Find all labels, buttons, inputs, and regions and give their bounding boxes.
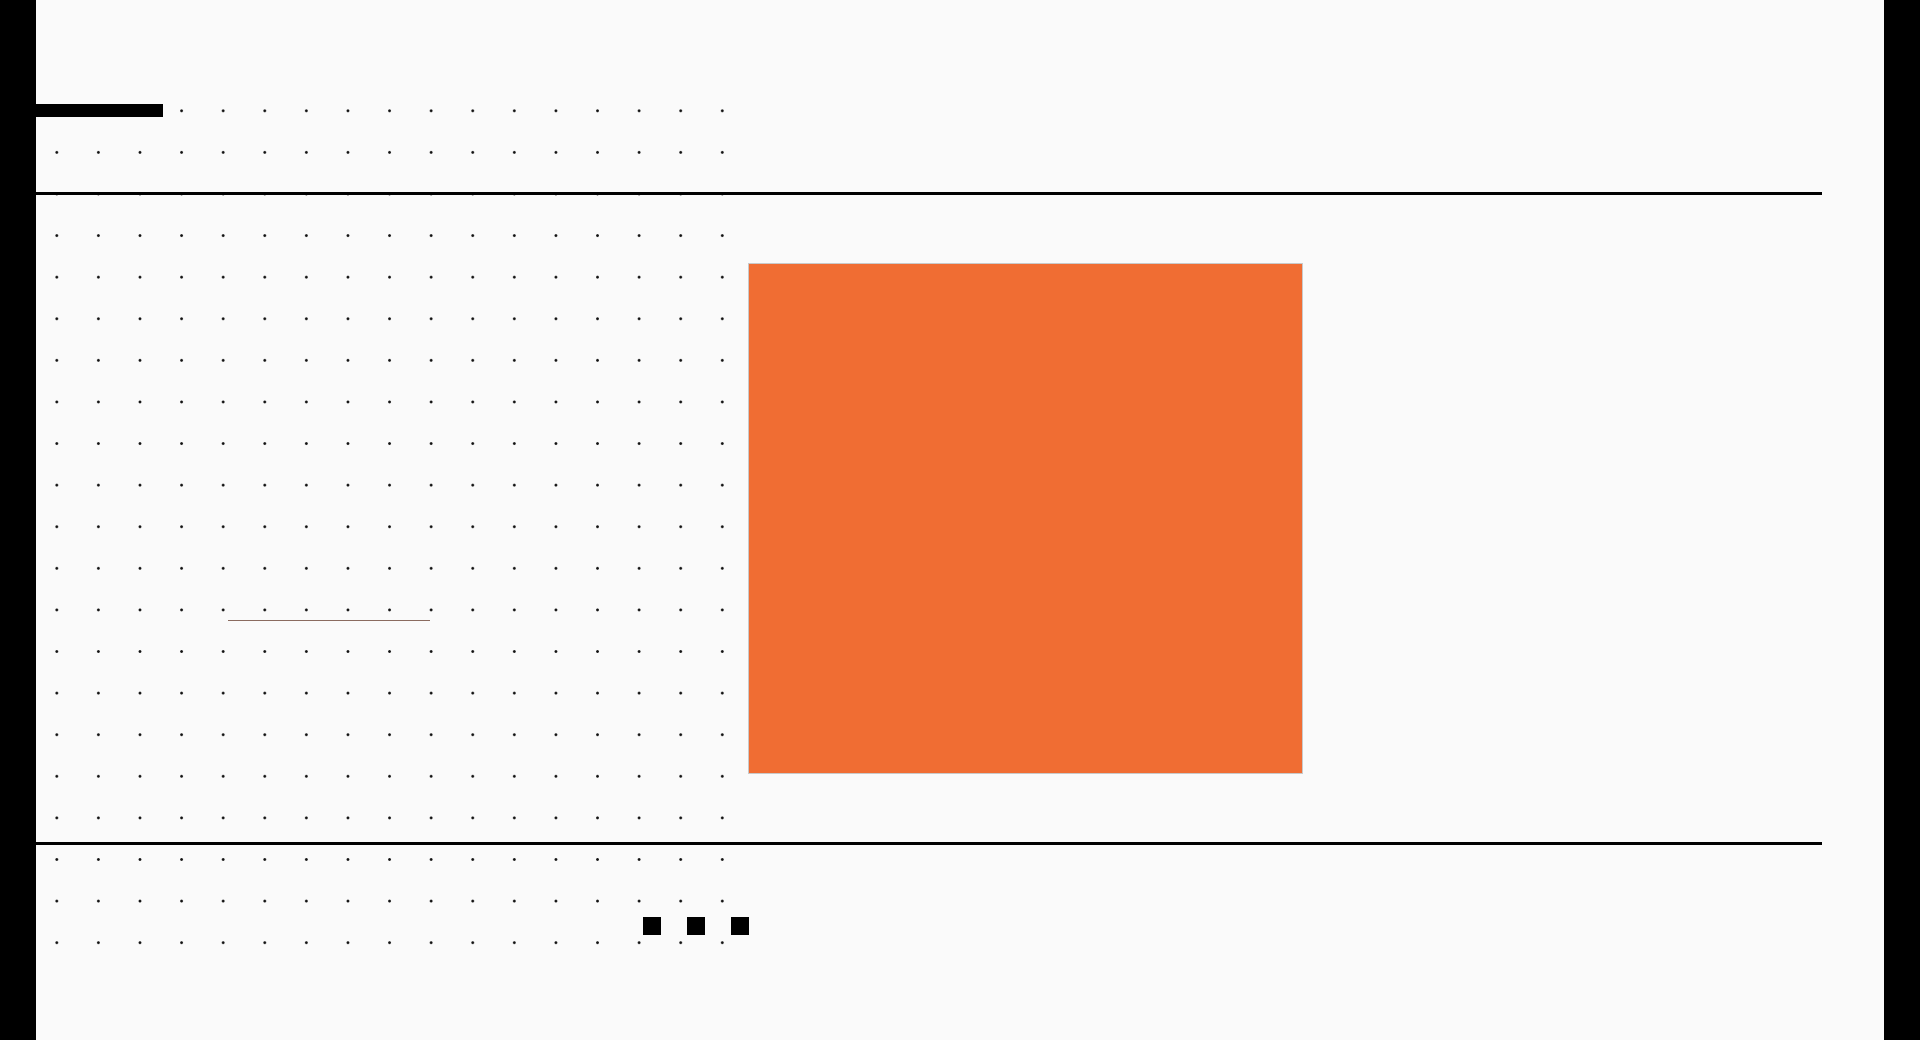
square-3: [731, 917, 749, 935]
square-2: [687, 917, 705, 935]
orange-image-placeholder: [748, 263, 1303, 774]
top-divider: [36, 192, 1822, 195]
decorative-squares: [643, 917, 749, 935]
left-border: [0, 0, 36, 1040]
square-1: [643, 917, 661, 935]
right-border: [1884, 0, 1920, 1040]
accent-bar: [36, 104, 163, 117]
bottom-divider: [36, 842, 1822, 845]
dot-grid-pattern: [36, 90, 746, 950]
text-underline: [228, 620, 430, 621]
